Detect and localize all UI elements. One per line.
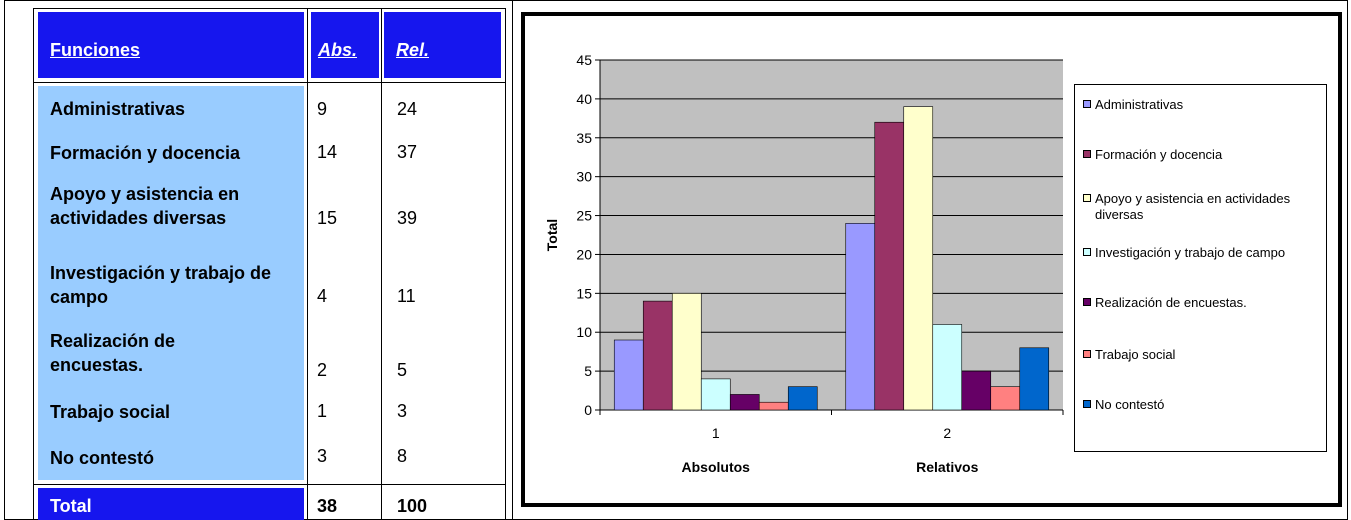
row-abs: 15 (317, 208, 338, 228)
row-rel: 3 (397, 401, 408, 421)
row-abs: 9 (317, 99, 328, 119)
row-label: Realización de encuestas. (50, 331, 176, 375)
row-abs: 2 (317, 360, 328, 380)
legend-label: Apoyo y asistencia en actividades divers… (1095, 191, 1291, 222)
bar (758, 401, 789, 411)
row-label: No contestó (50, 448, 155, 468)
row-label: Apoyo y asistencia en actividades divers… (50, 184, 240, 228)
y-tick-label: 15 (576, 285, 592, 301)
bar (932, 324, 963, 411)
row-abs: 3 (317, 446, 328, 466)
y-tick-label: 5 (584, 363, 592, 379)
bar (700, 378, 731, 411)
header-rel-cell (384, 12, 501, 78)
bar (613, 339, 644, 411)
y-tick-label: 45 (576, 52, 592, 68)
legend-label: Investigación y trabajo de campo (1095, 245, 1286, 260)
row-rel: 37 (397, 142, 418, 162)
x-category-label: Absolutos (682, 459, 751, 475)
legend-label: Formación y docencia (1095, 147, 1223, 162)
bar (729, 394, 760, 411)
bar (642, 300, 673, 411)
row-label: Trabajo social (50, 402, 171, 422)
header-funciones-cell (38, 12, 304, 78)
y-tick-label: 10 (576, 324, 592, 340)
bar (961, 370, 992, 411)
total-rel: 100 (397, 496, 428, 516)
bar (990, 386, 1021, 411)
y-tick-label: 40 (576, 91, 592, 107)
header-abs: Abs. (318, 40, 358, 60)
page-divider (512, 0, 513, 520)
label-column-bg (38, 86, 304, 480)
legend-label: Administrativas (1095, 97, 1184, 112)
total-abs: 38 (317, 496, 338, 516)
legend-swatch (1083, 298, 1091, 306)
row-rel: 8 (397, 446, 408, 466)
x-tick-label: 2 (943, 425, 951, 441)
bar (671, 293, 702, 411)
bar (1019, 347, 1050, 411)
legend-swatch (1083, 350, 1091, 358)
row-rel: 11 (397, 286, 416, 306)
row-rel: 5 (397, 360, 408, 380)
row-rel: 24 (397, 99, 418, 119)
header-abs-cell (311, 12, 379, 78)
row-rel: 39 (397, 208, 418, 228)
bar (845, 223, 876, 411)
total-label-cell (38, 488, 304, 520)
y-tick-label: 25 (576, 208, 592, 224)
chart-legend: Administrativas Formación y docencia Apoyo… (1074, 84, 1327, 452)
x-category-label: Relativos (916, 459, 978, 475)
x-tick-label: 1 (712, 425, 720, 441)
legend-label: Realización de encuestas. (1095, 295, 1247, 310)
legend-label: Trabajo social (1095, 347, 1176, 362)
y-tick-label: 30 (576, 169, 592, 185)
total-label: Total (50, 496, 92, 516)
y-tick-label: 0 (584, 402, 592, 418)
legend-swatch (1083, 194, 1091, 202)
legend-swatch (1083, 150, 1091, 158)
y-tick-label: 20 (576, 246, 592, 262)
row-abs: 4 (317, 286, 328, 306)
legend-swatch (1083, 248, 1091, 256)
header-rel: Rel. (396, 40, 430, 60)
row-abs: 14 (317, 142, 338, 162)
legend-swatch (1083, 100, 1091, 108)
bar (787, 386, 818, 411)
y-tick-label: 35 (576, 130, 592, 146)
row-label: Investigación y trabajo de campo (50, 263, 272, 307)
y-axis-label: Total (544, 219, 560, 251)
row-abs: 1 (317, 401, 328, 421)
legend-label: No contestó (1095, 397, 1165, 412)
row-label: Administrativas (50, 99, 186, 119)
row-label: Formación y docencia (50, 143, 241, 163)
header-funciones: Funciones (50, 40, 141, 60)
bar (874, 121, 905, 411)
bar (903, 106, 934, 411)
legend-swatch (1083, 400, 1091, 408)
